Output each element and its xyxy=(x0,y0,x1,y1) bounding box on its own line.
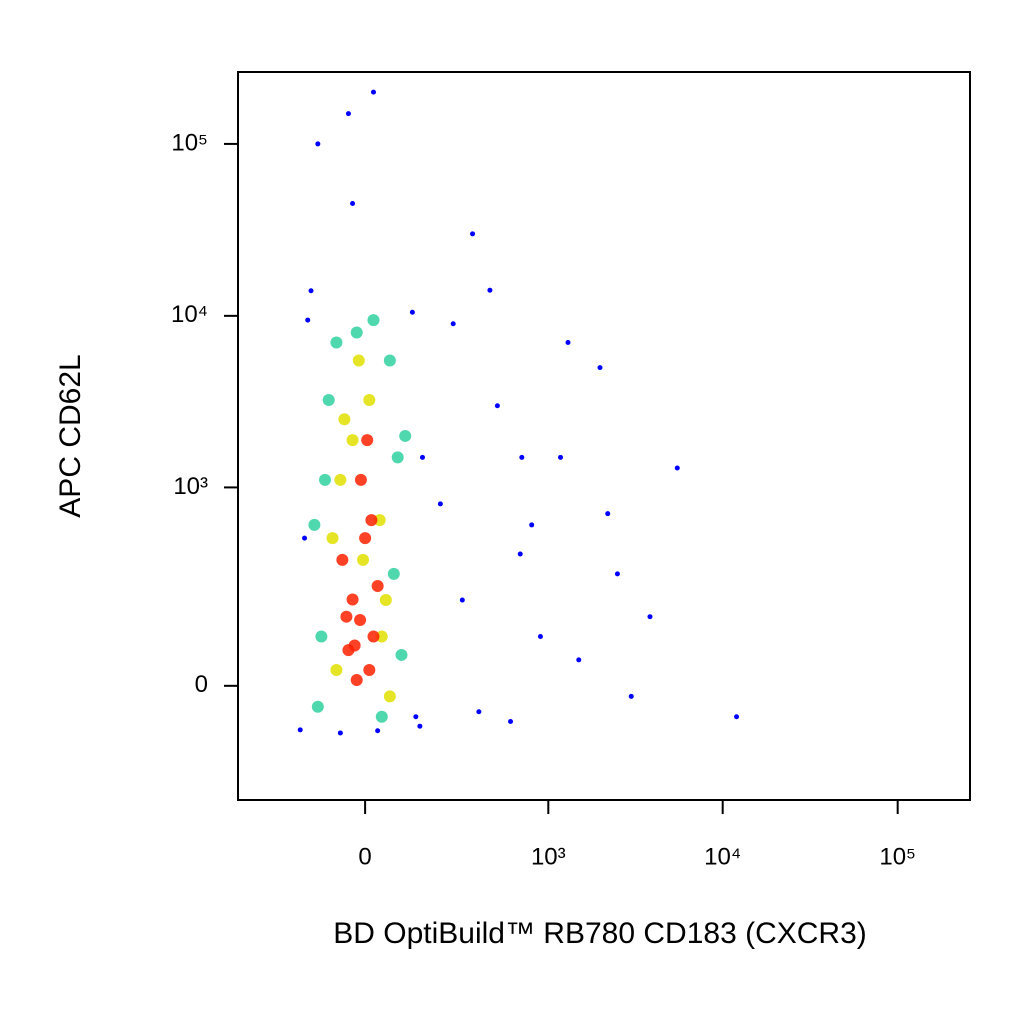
point xyxy=(379,594,392,607)
point xyxy=(350,674,363,687)
point xyxy=(334,473,347,486)
point xyxy=(337,730,343,736)
point xyxy=(350,326,363,339)
point xyxy=(409,309,415,315)
point xyxy=(387,567,400,580)
point xyxy=(459,597,465,603)
point xyxy=(359,532,372,545)
point xyxy=(345,111,351,117)
point xyxy=(494,403,500,409)
point xyxy=(363,393,376,406)
points xyxy=(297,89,740,736)
point xyxy=(338,413,351,426)
point xyxy=(357,553,370,566)
point xyxy=(395,648,408,661)
point xyxy=(330,336,343,349)
point xyxy=(674,465,680,471)
point xyxy=(576,657,582,663)
x-tick-label: 0 xyxy=(358,843,371,870)
x-tick-label: 10⁵ xyxy=(879,843,916,870)
point xyxy=(529,522,535,528)
point xyxy=(734,714,740,720)
point xyxy=(302,535,308,541)
point xyxy=(361,434,374,447)
point xyxy=(647,614,653,620)
x-axis-title: BD OptiBuild™ RB780 CD183 (CXCR3) xyxy=(333,917,867,950)
point xyxy=(311,700,324,713)
point xyxy=(373,514,386,527)
point xyxy=(297,727,303,733)
point xyxy=(470,231,476,237)
point xyxy=(308,288,314,294)
y-tick-label: 10³ xyxy=(173,473,208,500)
point xyxy=(558,454,564,460)
point xyxy=(308,518,321,531)
point xyxy=(383,690,396,703)
point xyxy=(322,393,335,406)
point xyxy=(413,714,419,720)
point xyxy=(605,511,611,517)
point xyxy=(519,454,525,460)
x-tick-label: 10⁴ xyxy=(704,843,741,870)
point xyxy=(315,630,328,643)
point xyxy=(371,579,384,592)
point xyxy=(375,728,381,734)
x-tick-label: 10³ xyxy=(531,843,566,870)
point xyxy=(437,501,443,507)
point xyxy=(417,723,423,729)
point xyxy=(419,454,425,460)
point xyxy=(614,571,620,577)
point xyxy=(383,354,396,367)
point xyxy=(346,593,359,606)
point xyxy=(348,639,361,652)
point xyxy=(340,610,353,623)
y-tick-label: 0 xyxy=(195,671,208,698)
point xyxy=(346,434,359,447)
point xyxy=(391,451,404,464)
point xyxy=(330,664,343,677)
point xyxy=(517,551,523,557)
point xyxy=(363,664,376,677)
point xyxy=(305,317,311,323)
point xyxy=(319,473,332,486)
point xyxy=(354,614,367,627)
point xyxy=(352,354,365,367)
y-tick-label: 10⁴ xyxy=(171,301,208,328)
point xyxy=(450,321,456,327)
plot-frame xyxy=(237,71,971,801)
point xyxy=(565,339,571,345)
point xyxy=(375,710,388,723)
point xyxy=(315,141,321,147)
y-tick-label: 10⁵ xyxy=(171,129,208,156)
point xyxy=(350,201,356,207)
point xyxy=(537,634,543,640)
point xyxy=(476,709,482,715)
point xyxy=(354,473,367,486)
point xyxy=(365,514,378,527)
point xyxy=(326,532,339,545)
point xyxy=(597,365,603,371)
y-axis-title: APC CD62L xyxy=(54,354,87,517)
point xyxy=(399,429,412,442)
point xyxy=(508,719,514,725)
point xyxy=(370,89,376,95)
point xyxy=(487,287,493,293)
point xyxy=(628,693,634,699)
point xyxy=(375,630,388,643)
point xyxy=(336,553,349,566)
point xyxy=(367,314,380,327)
point xyxy=(367,630,380,643)
